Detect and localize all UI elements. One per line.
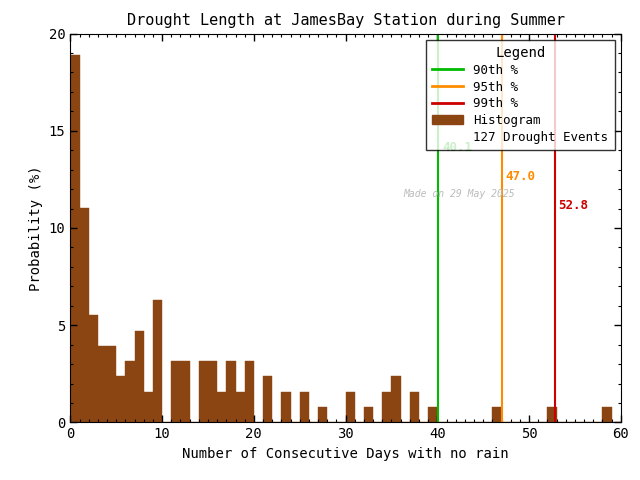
Bar — [382, 392, 392, 422]
Bar — [410, 392, 419, 422]
Bar — [236, 392, 244, 422]
Bar — [364, 407, 373, 422]
Bar — [346, 392, 355, 422]
Bar — [180, 361, 189, 422]
Bar — [602, 407, 612, 422]
Bar — [208, 361, 217, 422]
Text: 40.1: 40.1 — [442, 141, 472, 154]
Bar — [263, 376, 272, 422]
Bar — [70, 55, 79, 422]
Bar — [153, 300, 162, 422]
Bar — [199, 361, 208, 422]
Text: 52.8: 52.8 — [559, 199, 588, 212]
Bar — [300, 392, 309, 422]
X-axis label: Number of Consecutive Days with no rain: Number of Consecutive Days with no rain — [182, 447, 509, 461]
Bar — [392, 376, 401, 422]
Bar — [282, 392, 291, 422]
Title: Drought Length at JamesBay Station during Summer: Drought Length at JamesBay Station durin… — [127, 13, 564, 28]
Bar — [134, 331, 144, 422]
Bar — [244, 361, 254, 422]
Bar — [125, 361, 134, 422]
Bar — [428, 407, 437, 422]
Bar — [227, 361, 236, 422]
Bar — [116, 376, 125, 422]
Bar — [547, 407, 557, 422]
Bar — [318, 407, 327, 422]
Bar — [144, 392, 153, 422]
Bar — [79, 208, 89, 422]
Text: Made on 29 May 2025: Made on 29 May 2025 — [403, 189, 515, 199]
Bar — [89, 315, 98, 422]
Bar — [172, 361, 180, 422]
Bar — [217, 392, 227, 422]
Bar — [492, 407, 502, 422]
Bar — [107, 346, 116, 422]
Legend: 90th %, 95th %, 99th %, Histogram, 127 Drought Events: 90th %, 95th %, 99th %, Histogram, 127 D… — [426, 40, 614, 150]
Bar — [98, 346, 107, 422]
Y-axis label: Probability (%): Probability (%) — [29, 165, 44, 291]
Text: 47.0: 47.0 — [505, 169, 535, 183]
